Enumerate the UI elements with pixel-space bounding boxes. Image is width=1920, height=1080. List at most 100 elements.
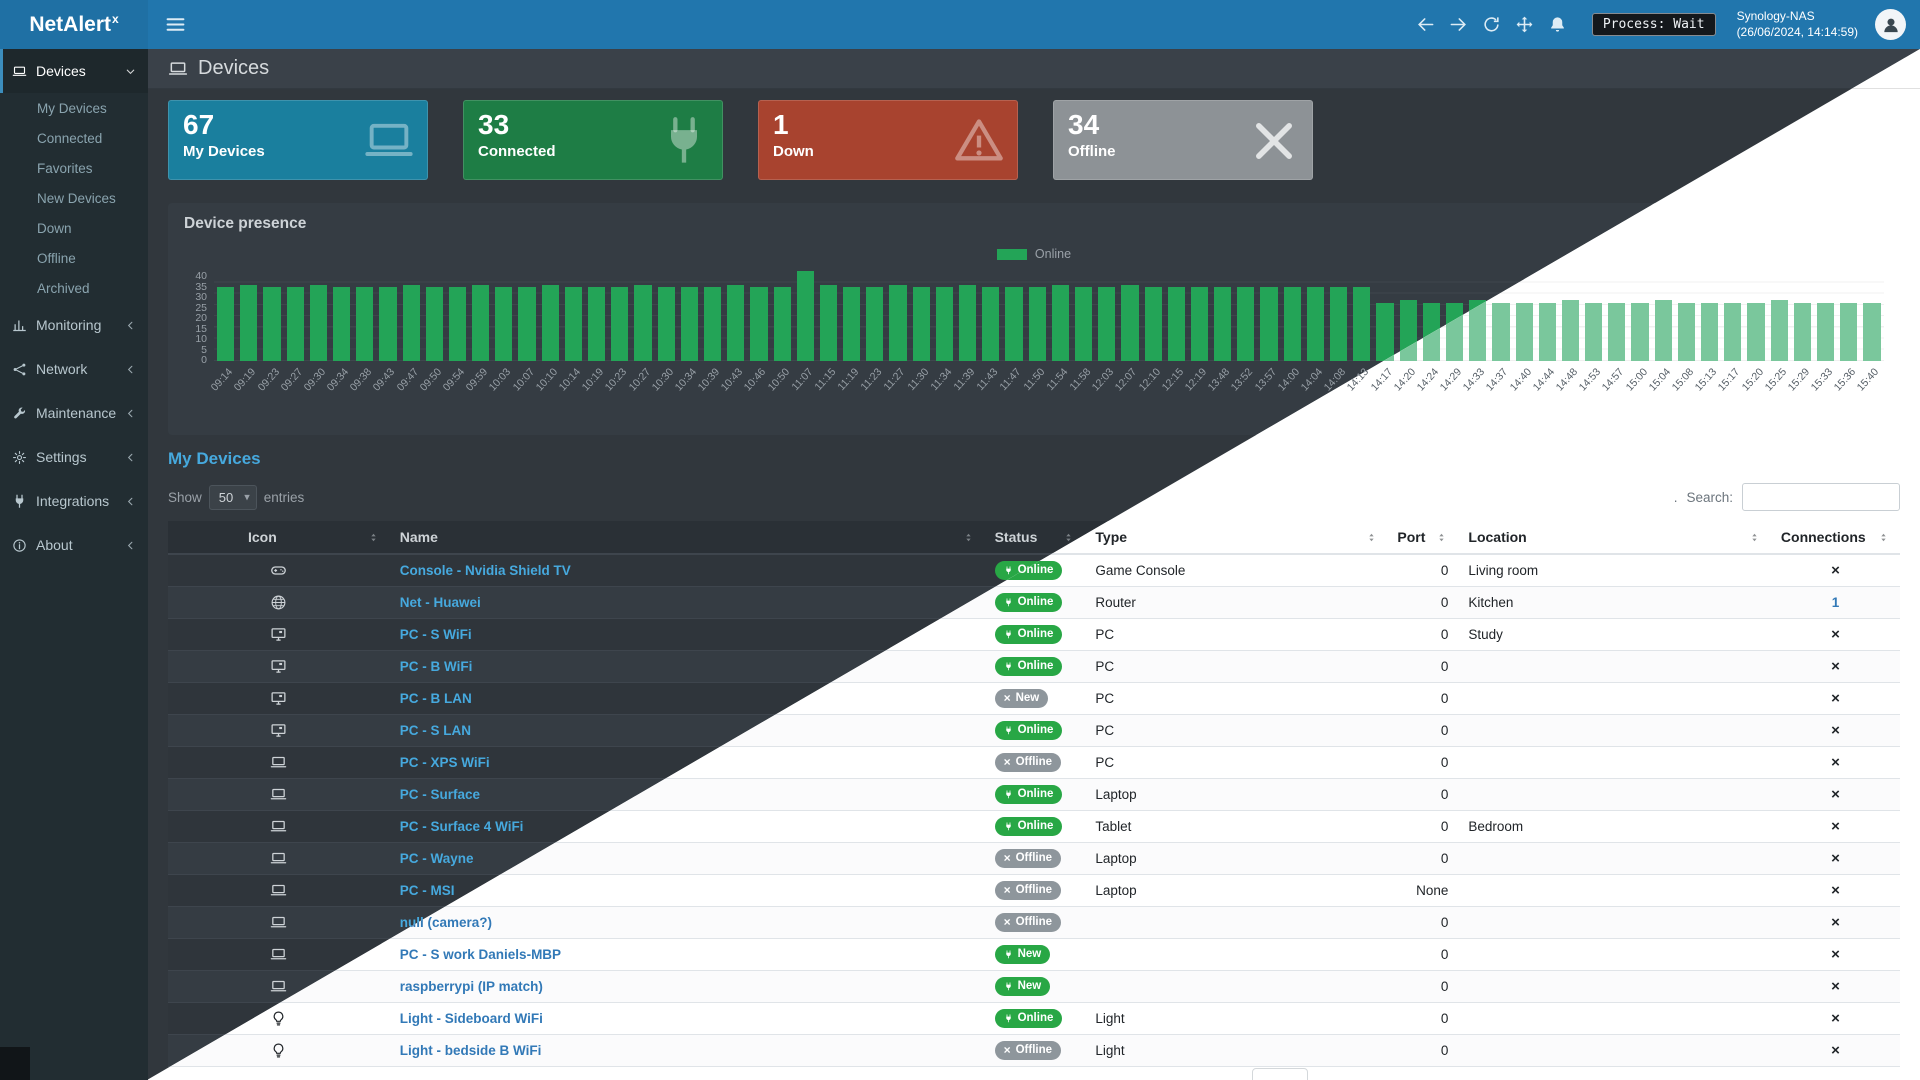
chart-bar-group: 15:00: [1623, 271, 1650, 394]
chart-bar: [1816, 302, 1835, 361]
sidebar-item-down[interactable]: Down: [0, 213, 148, 243]
sidebar-item-favorites[interactable]: Favorites: [0, 153, 148, 183]
sort-icon: [367, 531, 380, 544]
sidebar-item-my-devices[interactable]: My Devices: [0, 93, 148, 123]
card-value: 34: [1068, 109, 1100, 140]
gear-icon: [12, 450, 27, 465]
connections-count-link[interactable]: 1: [1831, 594, 1840, 610]
chart-bar: [727, 284, 745, 361]
column-header-type[interactable]: Type: [1085, 521, 1388, 555]
x-tick-label: 11:30: [905, 366, 931, 393]
y-tick-label: 35: [195, 280, 207, 293]
nav-forward-button[interactable]: [1446, 10, 1472, 40]
search-control: . Search:: [1674, 483, 1900, 511]
laptop-icon: [270, 754, 287, 771]
sidebar-item-network[interactable]: Network: [0, 347, 148, 391]
x-tick-label: 15:29: [1785, 366, 1813, 394]
no-connections-icon: ×: [1831, 977, 1840, 995]
x-tick-label: 15:36: [1831, 366, 1859, 394]
nav-back-button[interactable]: [1413, 10, 1439, 40]
chevron-left-icon: [125, 364, 136, 375]
chart-bar-group: 09:38: [348, 271, 374, 394]
sidebar-item-offline[interactable]: Offline: [0, 243, 148, 273]
x-tick-label: 15:13: [1692, 366, 1720, 394]
sidebar-item-integrations[interactable]: Integrations: [0, 479, 148, 523]
device-name-link[interactable]: PC - Wayne: [399, 850, 474, 866]
summary-cards: 67 My Devices 33 Connected 1 Down 34 Off…: [148, 89, 1920, 180]
x-tick-label: 11:19: [835, 366, 862, 393]
card-down[interactable]: 1 Down: [758, 100, 1018, 180]
chart-bar: [1237, 286, 1255, 361]
status-badge: New: [994, 976, 1051, 996]
sidebar-item-maintenance[interactable]: Maintenance: [0, 391, 148, 435]
sidebar-item-about[interactable]: About: [0, 523, 148, 567]
column-header-name[interactable]: Name: [389, 521, 985, 555]
table-search-input[interactable]: [1742, 483, 1900, 511]
my-devices-title[interactable]: My Devices: [168, 449, 261, 468]
chart-bar-group: 09:43: [371, 271, 398, 394]
device-name-link[interactable]: PC - MSI: [399, 882, 455, 898]
no-connections-icon: ×: [1831, 689, 1840, 707]
status-badge: ×New: [994, 688, 1049, 708]
x-tick-label: 12:10: [1136, 366, 1163, 394]
user-avatar[interactable]: [1875, 9, 1906, 40]
sidebar-item-devices[interactable]: Devices: [0, 49, 148, 93]
chart-bar-group: 15:17: [1716, 271, 1743, 394]
desktop-icon: [270, 658, 287, 675]
no-connections-icon: ×: [1831, 657, 1840, 675]
status-badge: ×Offline: [994, 1040, 1062, 1060]
card-offline[interactable]: 34 Offline: [1053, 100, 1313, 180]
nav-notifications-button[interactable]: [1545, 10, 1571, 40]
device-name-link[interactable]: Light - bedside B WiFi: [399, 1042, 542, 1058]
sidebar-item-archived[interactable]: Archived: [0, 273, 148, 303]
chart-bar: [889, 284, 907, 361]
plug-icon: [1004, 630, 1013, 639]
device-name-link[interactable]: Net - Huawei: [399, 594, 481, 610]
sidebar-item-connected[interactable]: Connected: [0, 123, 148, 153]
device-name-link[interactable]: PC - Surface: [399, 786, 481, 802]
x-tick-label: 10:10: [533, 366, 560, 394]
x-tick-label: 15:00: [1623, 366, 1650, 394]
device-name-link[interactable]: PC - B LAN: [399, 690, 472, 706]
x-tick-label: 14:57: [1600, 366, 1627, 394]
page-size-select[interactable]: 50: [208, 484, 257, 510]
status-badge: Online: [994, 656, 1063, 676]
sidebar-item-settings[interactable]: Settings: [0, 435, 148, 479]
column-header-location[interactable]: Location: [1458, 521, 1771, 555]
laptop-icon: [168, 59, 188, 79]
device-name-link[interactable]: PC - B WiFi: [399, 658, 473, 674]
sidebar-item-monitoring[interactable]: Monitoring: [0, 303, 148, 347]
x-icon: ×: [1003, 851, 1011, 865]
x-tick-label: 14:24: [1414, 366, 1442, 394]
device-name-link[interactable]: Light - Sideboard WiFi: [399, 1010, 543, 1026]
column-header-port[interactable]: Port: [1387, 521, 1459, 555]
no-connections-icon: ×: [1831, 785, 1840, 803]
device-name-link[interactable]: PC - S LAN: [399, 722, 472, 738]
chart-bar: [240, 284, 258, 361]
sidebar-item-new-devices[interactable]: New Devices: [0, 183, 148, 213]
device-name-link[interactable]: Console - Nvidia Shield TV: [399, 562, 571, 578]
chart-bar: [286, 286, 304, 361]
nav-refresh-button[interactable]: [1479, 10, 1505, 40]
corner-toggle-button[interactable]: [0, 1047, 30, 1080]
chart-bar: [1376, 302, 1394, 361]
device-name-link[interactable]: PC - S work Daniels-MBP: [399, 946, 562, 962]
device-name-link[interactable]: PC - Surface 4 WiFi: [399, 818, 524, 834]
pagination-button[interactable]: [1252, 1068, 1308, 1080]
column-header-icon[interactable]: Icon: [168, 521, 390, 555]
nav-move-button[interactable]: [1512, 10, 1538, 40]
x-tick-label: 15:08: [1669, 366, 1697, 394]
chart-bar: [448, 286, 467, 361]
chart-bar: [1770, 300, 1788, 361]
column-header-connections[interactable]: Connections: [1770, 521, 1900, 555]
no-connections-icon: ×: [1831, 561, 1840, 579]
device-name-link[interactable]: PC - S WiFi: [399, 626, 472, 642]
card-connected[interactable]: 33 Connected: [463, 100, 723, 180]
card-my-devices[interactable]: 67 My Devices: [168, 100, 428, 180]
device-name-link[interactable]: raspberrypi (IP match): [399, 978, 543, 994]
device-name-link[interactable]: PC - XPS WiFi: [399, 754, 490, 770]
sidebar-toggle-button[interactable]: [158, 10, 192, 40]
x-tick-label: 09:47: [394, 366, 421, 394]
laptop-icon: [12, 64, 27, 79]
